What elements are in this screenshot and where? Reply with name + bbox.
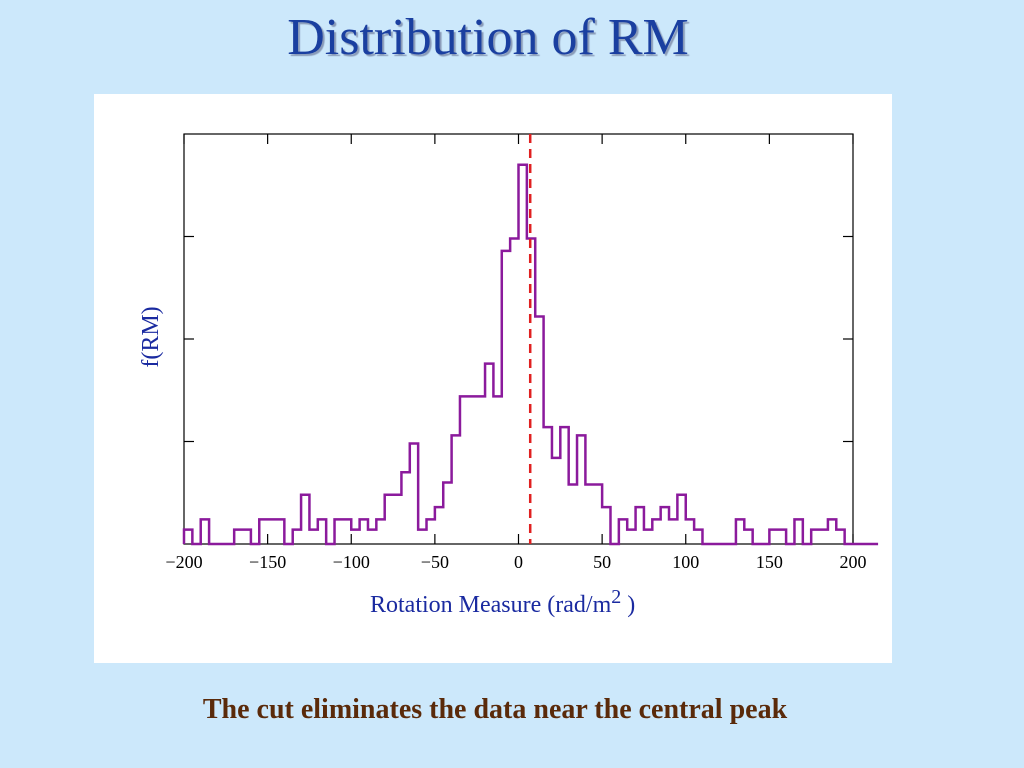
chart-panel: −200 −150 −100 −50 0 50 100 150 200 f(RM) Rotati… (94, 94, 892, 663)
y-axis-label: f(RM) (138, 306, 164, 367)
x-tick-label: −50 (421, 552, 449, 572)
histogram-group (182, 163, 879, 546)
x-tick-label: 50 (593, 552, 611, 572)
x-tick-label: 100 (672, 552, 699, 572)
labels-group: −200 −150 −100 −50 0 50 100 150 200 (165, 552, 866, 572)
histogram-series (182, 163, 879, 546)
slide-title: Distribution of RM (287, 9, 689, 66)
x-axis-label-close: ) (621, 592, 635, 618)
x-axis-label: Rotation Measure (rad/m2 ) (370, 586, 635, 618)
x-axis-label-main: Rotation Measure (rad/m (370, 592, 612, 618)
ticks-group (183, 134, 854, 544)
x-tick-label: −100 (333, 552, 370, 572)
slide-caption: The cut eliminates the data near the cen… (202, 694, 788, 725)
x-tick-label: 150 (756, 552, 783, 572)
rm-histogram-chart: −200 −150 −100 −50 0 50 100 150 200 f(RM) Rotati… (138, 133, 879, 618)
x-tick-label: 200 (840, 552, 867, 572)
x-tick-label: 0 (514, 552, 523, 572)
x-axis-label-superscript: 2 (611, 586, 621, 608)
x-tick-label: −150 (249, 552, 286, 572)
x-tick-label: −200 (165, 552, 202, 572)
